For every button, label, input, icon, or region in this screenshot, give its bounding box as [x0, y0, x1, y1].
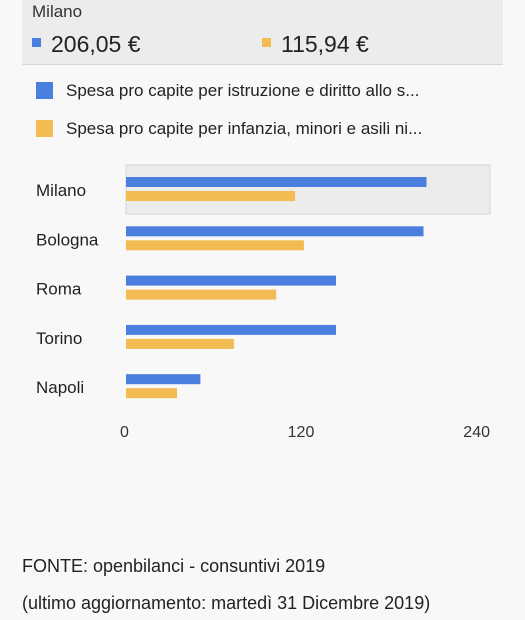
bar [126, 240, 304, 251]
bar [126, 191, 296, 201]
bar-chart: Milano Bologna Roma Torino Napoli 0 120 240 [36, 164, 491, 441]
x-tick-label: 240 [463, 424, 490, 441]
category-label: Torino [36, 329, 82, 348]
category-label: Bologna [36, 230, 99, 249]
bar [126, 388, 178, 399]
tooltip-value-b: 115,94 € [262, 31, 369, 58]
bar [126, 289, 277, 300]
last-updated: (ultimo aggiornamento: martedì 31 Dicemb… [22, 593, 431, 613]
bar [126, 374, 201, 385]
tooltip-city: Milano [32, 2, 83, 21]
bar [126, 275, 336, 286]
tooltip-value-a-text: 206,05 € [51, 31, 141, 57]
chart-tooltip: Milano 206,05 € 115,94 € [22, 0, 503, 65]
bar [126, 338, 234, 349]
bar [126, 226, 424, 237]
source-text: openbilanci - consuntivi 2019 [88, 556, 326, 576]
category-label: Milano [36, 181, 86, 200]
tooltip-swatch-b [262, 38, 271, 48]
category-label: Roma [36, 280, 82, 299]
tooltip-swatch-a [32, 38, 41, 48]
source-line: FONTE: openbilanci - consuntivi 2019 [22, 556, 325, 577]
tooltip-value-a: 206,05 € [32, 31, 141, 58]
tooltip-value-b-text: 115,94 € [281, 31, 369, 57]
bar [126, 177, 427, 187]
legend-label-a: Spesa pro capite per istruzione e diritt… [66, 81, 420, 100]
legend-label-b: Spesa pro capite per infanzia, minori e … [66, 119, 423, 138]
bar [126, 324, 336, 335]
x-tick-label: 0 [120, 424, 129, 441]
x-tick-label: 120 [288, 424, 315, 441]
category-label: Napoli [36, 378, 84, 397]
legend-swatch-b [36, 120, 53, 137]
source-label: FONTE: [22, 556, 88, 576]
legend-swatch-a [36, 82, 53, 99]
highlight-band [125, 164, 491, 215]
